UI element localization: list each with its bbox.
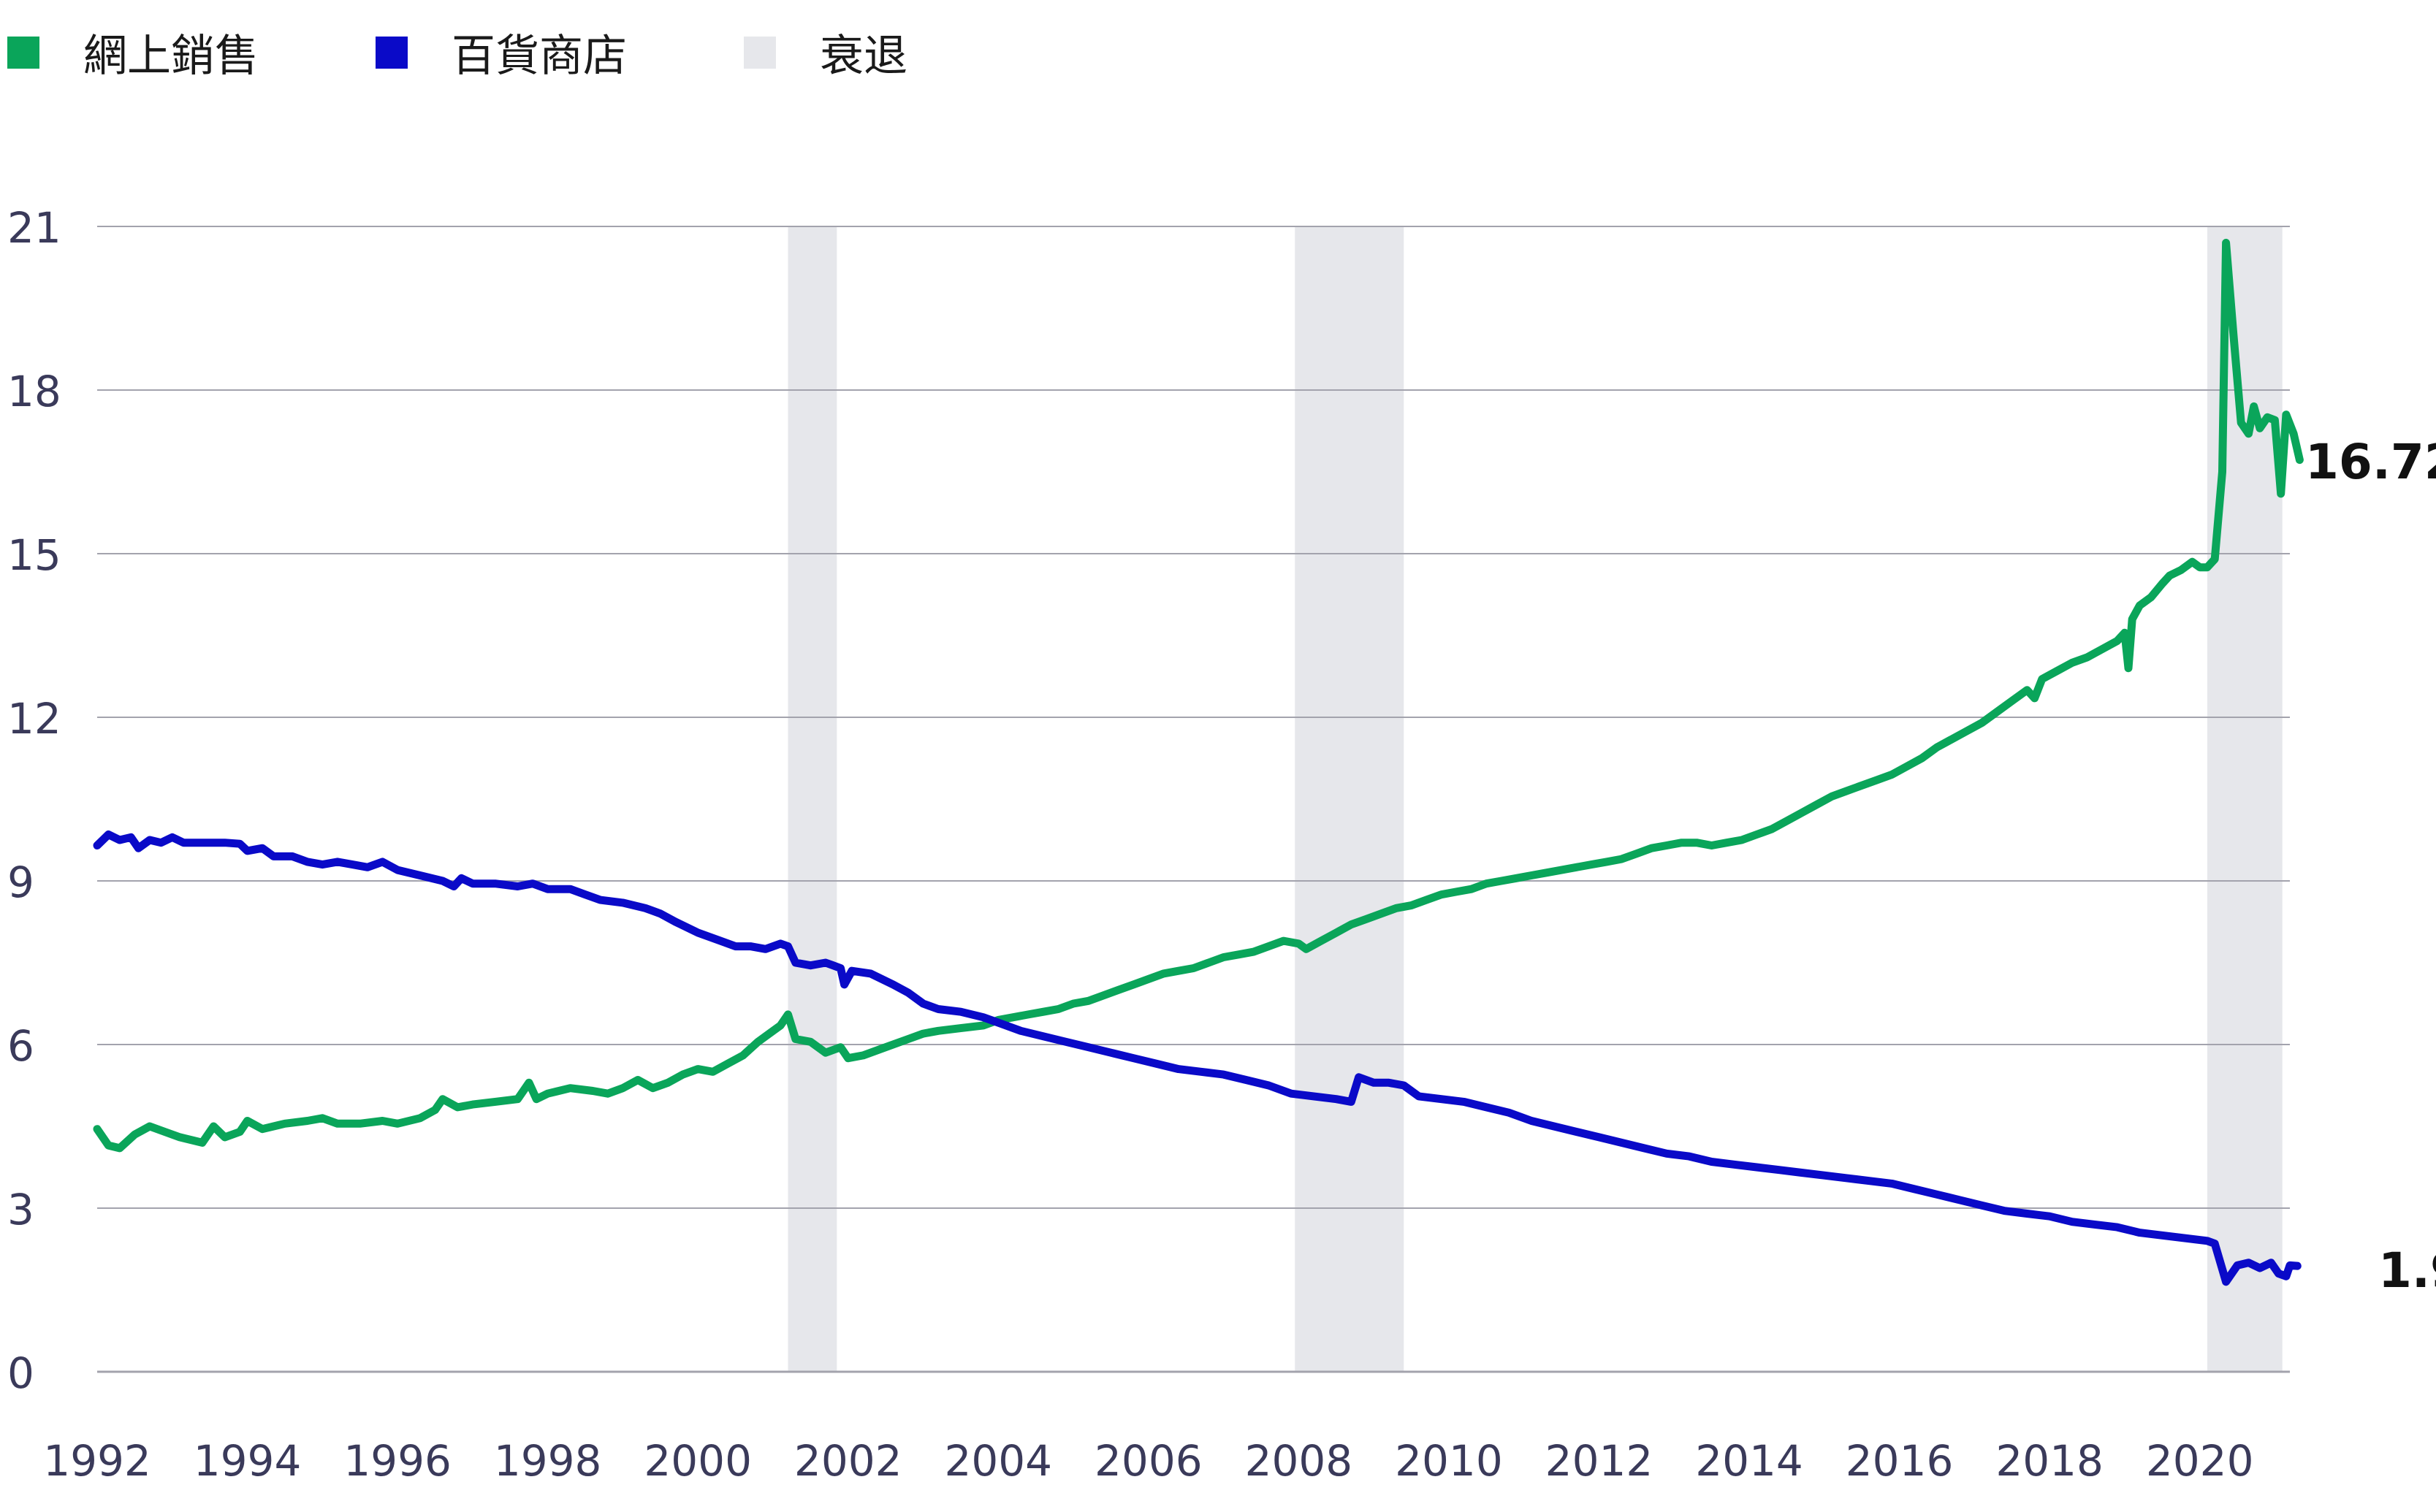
legend-swatch-recession xyxy=(744,36,776,69)
x-tick-label-2014: 2014 xyxy=(1695,1436,1803,1486)
y-tick-label-9: 9 xyxy=(7,858,34,907)
x-tick-label-2016: 2016 xyxy=(1846,1436,1954,1486)
x-tick-label-1996: 1996 xyxy=(343,1436,452,1486)
y-tick-label-0: 0 xyxy=(7,1348,34,1398)
x-tick-label-2008: 2008 xyxy=(1245,1436,1353,1486)
legend-label-department-stores: 百貨商店 xyxy=(452,31,627,82)
recession-band-3 xyxy=(2207,226,2283,1372)
x-tick-label-2004: 2004 xyxy=(944,1436,1052,1486)
series-line-online-sales xyxy=(93,238,2304,1153)
series-line-department-stores xyxy=(93,831,2302,1286)
end-label-online-sales: 16.72 xyxy=(2305,434,2436,490)
y-tick-label-6: 6 xyxy=(7,1021,34,1071)
end-label-department-stores: 1.94 xyxy=(2378,1242,2436,1299)
y-tick-label-21: 21 xyxy=(7,203,61,253)
y-axis-tick-labels: 0 3 6 9 12 15 18 21 xyxy=(7,203,61,1398)
y-tick-label-3: 3 xyxy=(7,1185,34,1234)
x-tick-label-1994: 1994 xyxy=(194,1436,302,1486)
legend: 網上銷售 百貨商店 衰退 xyxy=(0,20,1017,84)
x-tick-label-2020: 2020 xyxy=(2146,1436,2254,1486)
x-tick-label-2006: 2006 xyxy=(1095,1436,1203,1486)
series-lines xyxy=(93,238,2304,1286)
y-tick-label-12: 12 xyxy=(7,694,61,744)
x-tick-label-2012: 2012 xyxy=(1545,1436,1653,1486)
legend-swatch-online-sales xyxy=(7,36,39,69)
x-tick-label-2002: 2002 xyxy=(794,1436,902,1486)
x-tick-label-2018: 2018 xyxy=(1995,1436,2104,1486)
recession-bands xyxy=(788,226,2283,1372)
x-tick-label-1998: 1998 xyxy=(494,1436,602,1486)
gridlines xyxy=(97,226,2290,1373)
recession-band-1 xyxy=(788,226,837,1372)
legend-item-department-stores: 百貨商店 xyxy=(368,20,627,84)
y-tick-label-18: 18 xyxy=(7,367,61,416)
x-tick-label-2010: 2010 xyxy=(1395,1436,1503,1486)
x-tick-label-1992: 1992 xyxy=(43,1436,151,1486)
legend-item-online-sales: 網上銷售 xyxy=(0,20,259,84)
x-tick-label-2000: 2000 xyxy=(644,1436,752,1486)
x-axis-tick-labels: 1992 1994 1996 1998 2000 2002 2004 2006 2008 2010… xyxy=(43,1436,2253,1486)
recession-band-2 xyxy=(1295,226,1404,1372)
legend-label-online-sales: 網上銷售 xyxy=(83,31,259,82)
legend-swatch-department-stores xyxy=(376,36,408,69)
legend-item-recession: 衰退 xyxy=(736,20,907,84)
y-tick-label-15: 15 xyxy=(7,530,61,580)
legend-label-recession: 衰退 xyxy=(820,31,907,82)
